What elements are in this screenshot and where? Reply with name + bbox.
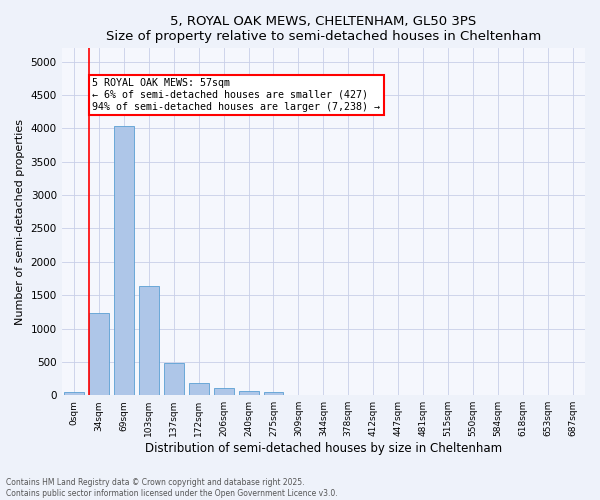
Text: Contains HM Land Registry data © Crown copyright and database right 2025.
Contai: Contains HM Land Registry data © Crown c… xyxy=(6,478,338,498)
Bar xyxy=(89,313,109,395)
Bar xyxy=(239,390,259,395)
Bar xyxy=(189,382,209,395)
Text: 5 ROYAL OAK MEWS: 57sqm
← 6% of semi-detached houses are smaller (427)
94% of se: 5 ROYAL OAK MEWS: 57sqm ← 6% of semi-det… xyxy=(92,78,380,112)
Bar xyxy=(214,388,233,395)
Y-axis label: Number of semi-detached properties: Number of semi-detached properties xyxy=(15,119,25,325)
Title: 5, ROYAL OAK MEWS, CHELTENHAM, GL50 3PS
Size of property relative to semi-detach: 5, ROYAL OAK MEWS, CHELTENHAM, GL50 3PS … xyxy=(106,15,541,43)
Bar xyxy=(139,286,159,395)
Bar xyxy=(64,392,84,395)
Bar xyxy=(164,363,184,395)
Bar xyxy=(114,126,134,395)
Bar xyxy=(263,392,283,395)
X-axis label: Distribution of semi-detached houses by size in Cheltenham: Distribution of semi-detached houses by … xyxy=(145,442,502,455)
